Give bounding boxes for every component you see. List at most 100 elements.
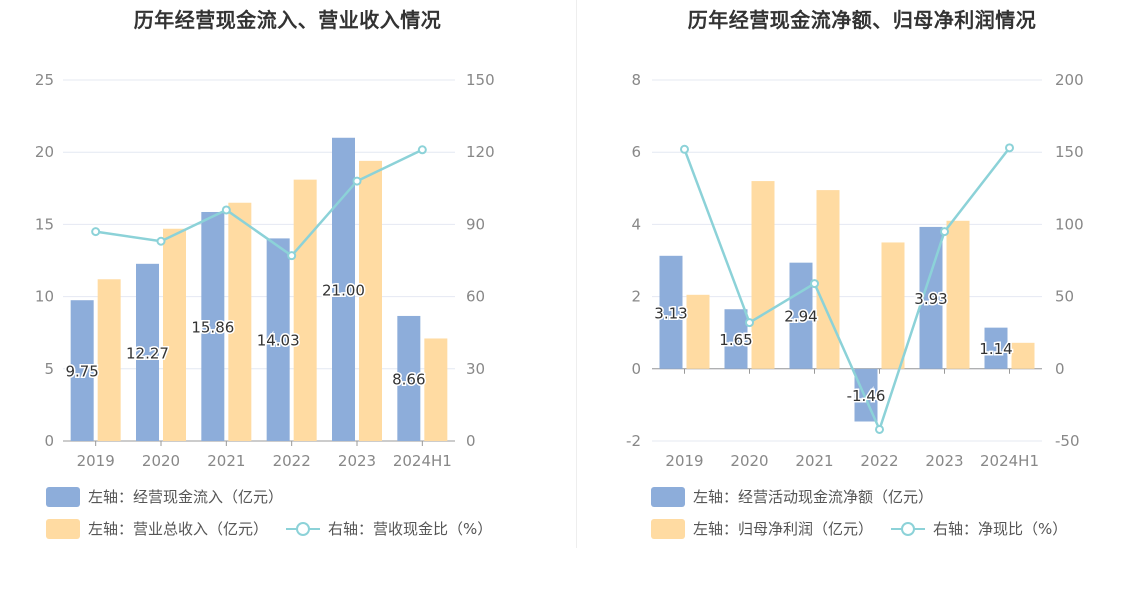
ratio-line	[683, 147, 1011, 433]
left-axis-tick-label: 0	[44, 432, 54, 450]
ratio-line-point	[745, 318, 754, 328]
bar-primary	[659, 255, 683, 369]
legend-item-revenue[interactable]: 左轴：营业总收入（亿元）	[46, 518, 268, 539]
bar-data-label: -1.46	[847, 387, 886, 405]
bar-secondary	[686, 294, 710, 369]
x-axis-category-label: 2020	[142, 452, 180, 470]
legend-swatch-bar1	[651, 486, 685, 507]
x-axis-category-label: 2019	[77, 452, 115, 470]
legend-label: 左轴：营业总收入（亿元）	[88, 520, 269, 538]
bar-data-label: 2.94	[784, 308, 817, 326]
x-axis-category-label: 2022	[860, 452, 898, 470]
bar-data-label: 15.86	[191, 318, 234, 336]
bar-secondary	[881, 242, 905, 369]
legend-swatch-bar1	[46, 486, 80, 507]
circle-marker-line-icon	[286, 519, 321, 539]
x-axis-category-label: 2020	[730, 452, 768, 470]
legend-label: 左轴：经营活动现金流净额（亿元）	[693, 488, 934, 506]
legend-item-net-ratio[interactable]: 右轴：净现比（%）	[891, 518, 1067, 539]
bar-secondary	[97, 279, 121, 441]
bar-secondary	[293, 179, 317, 442]
bar-secondary	[424, 338, 448, 441]
x-axis-category-label: 2024H1	[980, 452, 1039, 470]
chart-canvas: -2 0 2 4 6 8 -50 0 50 100 150 200 2019 2020 2021 2022 20…	[626, 71, 1084, 470]
legend-item-ratio[interactable]: 右轴：营收现金比（%）	[286, 518, 492, 539]
ratio-line-point	[221, 205, 231, 215]
left-axis-tick-label: 5	[44, 360, 54, 378]
right-axis-tick-label: -50	[1055, 432, 1080, 450]
bar-data-label: 9.75	[65, 363, 98, 381]
x-axis-category-label: 2021	[795, 452, 833, 470]
left-axis-tick-label: 2	[631, 288, 641, 306]
bar-data-label: 21.00	[322, 281, 365, 299]
bar-data-label: 8.66	[392, 370, 425, 388]
ratio-line-point	[810, 279, 819, 289]
bar-data-label: 14.03	[257, 332, 300, 350]
legend-row-2: 左轴：归母净利润（亿元） 右轴：净现比（%）	[651, 518, 1085, 539]
ratio-line-point	[940, 227, 949, 237]
right-axis-tick-label: 0	[1055, 360, 1065, 378]
right-axis-tick-label: 50	[1055, 288, 1074, 306]
legend-item-net-profit[interactable]: 左轴：归母净利润（亿元）	[651, 518, 873, 539]
left-axis-tick-label: 4	[631, 215, 641, 233]
ratio-line	[95, 148, 423, 258]
bar-data-label: 3.13	[654, 304, 687, 322]
x-axis-category-label: 2023	[338, 452, 376, 470]
bar-data-label: 1.65	[719, 331, 752, 349]
x-axis-category-label: 2019	[665, 452, 703, 470]
chart-panel-cashflow-revenue: 历年经营现金流入、营业收入情况 0 5 10 15 20 25 0 30 60 90 120 150 2…	[0, 0, 575, 560]
bar-secondary	[816, 190, 840, 369]
legend-label: 右轴：营收现金比（%）	[328, 520, 493, 538]
left-axis-tick-label: 10	[35, 288, 54, 306]
circle-marker-line-icon	[891, 519, 926, 539]
legend-item-net-cashflow[interactable]: 左轴：经营活动现金流净额（亿元）	[651, 486, 933, 507]
chart-title: 历年经营现金流净额、归母净利润情况	[687, 8, 1037, 32]
right-axis-tick-label: 0	[466, 432, 476, 450]
x-axis-category-label: 2021	[207, 452, 245, 470]
left-axis-tick-label: 0	[631, 360, 641, 378]
left-axis-tick-label: 25	[35, 71, 54, 89]
bar-primary	[136, 263, 159, 441]
chart-panel-netcash-profit: 历年经营现金流净额、归母净利润情况 -2 0 2 4 6 8 -50 0 50 100 150 200…	[577, 0, 1147, 560]
bar-secondary	[1011, 342, 1035, 369]
bar-primary	[854, 368, 878, 422]
ratio-line-point	[1005, 143, 1014, 153]
legend-swatch-bar2	[651, 518, 685, 539]
bar-secondary	[751, 181, 775, 369]
x-axis-category-label: 2022	[273, 452, 311, 470]
right-axis-tick-label: 120	[466, 143, 495, 161]
chart-title: 历年经营现金流入、营业收入情况	[133, 8, 442, 32]
legend-row-1: 左轴：经营活动现金流净额（亿元）	[651, 486, 951, 507]
right-axis-tick-label: 150	[466, 71, 495, 89]
bar-data-label: 1.14	[979, 340, 1012, 358]
ratio-line-point	[156, 236, 166, 246]
bar-primary	[919, 226, 943, 369]
legend-item-cash-inflow[interactable]: 左轴：经营现金流入（亿元）	[46, 486, 283, 507]
bar-primary	[70, 300, 94, 441]
right-axis-tick-label: 100	[1055, 215, 1084, 233]
left-axis-tick-label: 15	[35, 215, 54, 233]
x-axis-category-label: 2023	[925, 452, 963, 470]
chart-canvas: 0 5 10 15 20 25 0 30 60 90 120 150 2019 2020 2021 2022 2…	[35, 71, 495, 470]
right-axis-tick-label: 200	[1055, 71, 1084, 89]
bar-data-label: 12.27	[126, 344, 169, 362]
x-axis-category-label: 2024H1	[393, 452, 452, 470]
legend-label: 右轴：净现比（%）	[933, 520, 1068, 538]
bar-primary	[266, 238, 290, 441]
right-axis-tick-label: 30	[466, 360, 485, 378]
left-axis-tick-label: -2	[626, 432, 641, 450]
bar-secondary	[359, 160, 382, 441]
bar-primary	[984, 327, 1008, 369]
ratio-line-point	[352, 176, 362, 186]
left-axis-tick-label: 6	[631, 143, 641, 161]
ratio-line-point	[680, 144, 689, 154]
left-axis-tick-label: 8	[631, 71, 641, 89]
right-axis-tick-label: 90	[466, 215, 485, 233]
right-axis-tick-label: 150	[1055, 143, 1084, 161]
bar-primary	[724, 309, 748, 369]
bar-primary	[201, 211, 225, 441]
bar-secondary	[163, 228, 186, 441]
bar-primary	[332, 137, 355, 441]
bar-secondary	[228, 202, 252, 441]
bar-data-label: 3.93	[914, 290, 947, 308]
